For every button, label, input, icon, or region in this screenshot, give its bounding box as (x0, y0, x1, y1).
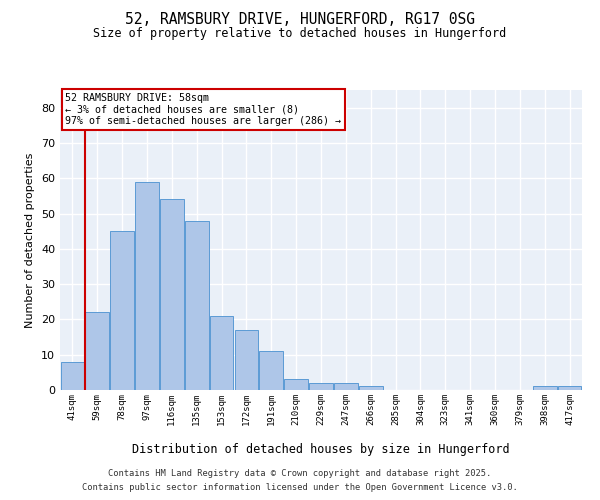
Bar (235, 330, 258, 390)
Bar (210, 316, 233, 390)
Bar (61, 362, 84, 390)
Bar (284, 380, 308, 390)
Bar (85, 312, 109, 390)
Bar (160, 200, 184, 390)
Bar (185, 220, 209, 390)
Text: Contains public sector information licensed under the Open Government Licence v3: Contains public sector information licen… (82, 484, 518, 492)
Y-axis label: Number of detached properties: Number of detached properties (25, 152, 35, 328)
Bar (259, 351, 283, 390)
Text: 52 RAMSBURY DRIVE: 58sqm
← 3% of detached houses are smaller (8)
97% of semi-det: 52 RAMSBURY DRIVE: 58sqm ← 3% of detache… (65, 93, 341, 126)
Bar (533, 386, 557, 390)
Bar (309, 383, 333, 390)
Text: Contains HM Land Registry data © Crown copyright and database right 2025.: Contains HM Land Registry data © Crown c… (109, 468, 491, 477)
Bar (110, 231, 134, 390)
Bar (334, 383, 358, 390)
Bar (558, 386, 581, 390)
Text: Distribution of detached houses by size in Hungerford: Distribution of detached houses by size … (132, 442, 510, 456)
Text: Size of property relative to detached houses in Hungerford: Size of property relative to detached ho… (94, 28, 506, 40)
Bar (359, 386, 383, 390)
Bar (135, 182, 159, 390)
Text: 52, RAMSBURY DRIVE, HUNGERFORD, RG17 0SG: 52, RAMSBURY DRIVE, HUNGERFORD, RG17 0SG (125, 12, 475, 28)
